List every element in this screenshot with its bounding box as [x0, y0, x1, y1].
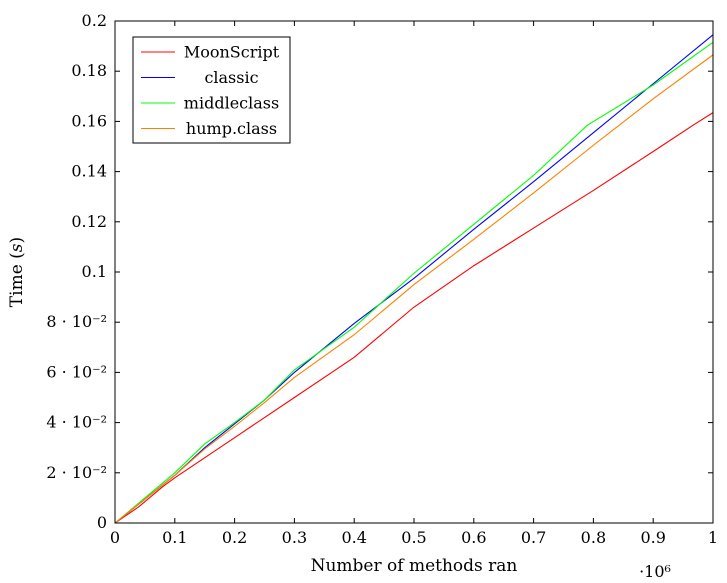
x-tick-label: 1 — [708, 528, 718, 547]
y-tick-label: 0.18 — [71, 61, 107, 80]
y-axis-label: Time (s) — [7, 237, 27, 307]
x-axis-label: Number of methods ran — [311, 556, 518, 576]
y-tick-label: 0 — [97, 513, 107, 532]
x-tick-label: 0.4 — [341, 528, 366, 547]
legend: MoonScript classic middleclass hump.class — [132, 36, 291, 144]
y-tick-label: 2 · 10⁻² — [46, 463, 107, 482]
x-tick-label: 0.8 — [581, 528, 606, 547]
legend-box — [132, 36, 291, 144]
x-tick-label: 0.3 — [282, 528, 307, 547]
y-tick-label: 0.12 — [71, 212, 107, 231]
legend-label: classic — [204, 68, 258, 87]
x-tick-label: 0.1 — [162, 528, 187, 547]
series-line-middleclass — [114, 41, 714, 524]
y-tick-label: 0.16 — [71, 111, 107, 130]
x-tick-label: 0.7 — [521, 528, 546, 547]
series-line-moonscript — [114, 112, 714, 524]
ticks-layer: 0 0.1 0.2 0.3 0.4 0.5 0.6 0.7 0.8 0.9 1 0 2 · 10⁻² 4 … — [46, 11, 718, 547]
x-axis-exponent: ·10⁶ — [639, 562, 671, 581]
y-tick-label: 4 · 10⁻² — [46, 413, 107, 432]
legend-label: MoonScript — [184, 43, 280, 62]
x-tick-label: 0 — [110, 528, 120, 547]
y-tick-label: 8 · 10⁻² — [46, 312, 107, 331]
plot-layer — [114, 34, 714, 524]
y-tick-label: 6 · 10⁻² — [46, 362, 107, 381]
legend-label: hump.class — [186, 119, 277, 138]
x-tick-label: 0.2 — [222, 528, 247, 547]
y-tick-label: 0.2 — [82, 11, 107, 30]
x-tick-label: 0.5 — [401, 528, 426, 547]
x-tick-label: 0.9 — [640, 528, 665, 547]
y-tick-label: 0.14 — [71, 162, 107, 181]
legend-label: middleclass — [184, 94, 279, 113]
series-line-hump-class — [114, 54, 714, 524]
x-tick-label: 0.6 — [461, 528, 486, 547]
y-tick-label: 0.1 — [82, 262, 107, 281]
